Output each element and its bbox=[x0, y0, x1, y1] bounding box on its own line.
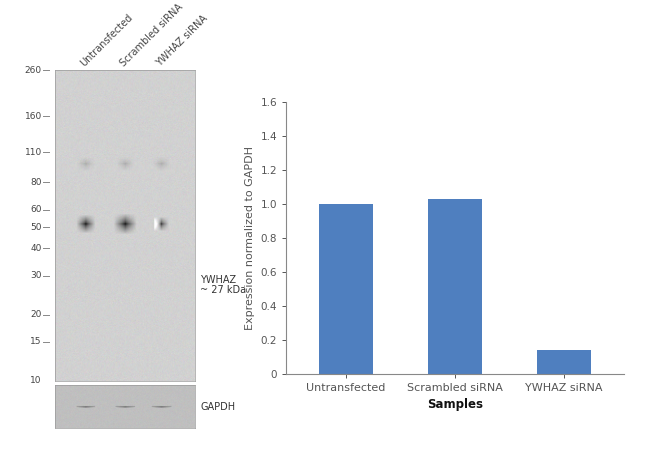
Text: 50: 50 bbox=[31, 223, 42, 232]
Text: ~ 27 kDa: ~ 27 kDa bbox=[200, 285, 246, 295]
Text: 80: 80 bbox=[31, 178, 42, 187]
Text: 10: 10 bbox=[31, 376, 42, 385]
Text: YWHAZ: YWHAZ bbox=[200, 275, 237, 285]
Text: 20: 20 bbox=[31, 310, 42, 319]
Text: Untransfected: Untransfected bbox=[79, 12, 135, 68]
Text: 40: 40 bbox=[31, 244, 42, 253]
Bar bbox=[537, 350, 592, 374]
Text: Scrambled siRNA: Scrambled siRNA bbox=[118, 1, 185, 68]
Text: 30: 30 bbox=[31, 271, 42, 280]
Text: 110: 110 bbox=[25, 148, 42, 157]
Y-axis label: Expression normalized to GAPDH: Expression normalized to GAPDH bbox=[245, 146, 255, 330]
Bar bbox=[318, 204, 373, 374]
Text: GAPDH: GAPDH bbox=[200, 401, 235, 412]
Text: 260: 260 bbox=[25, 66, 42, 75]
Text: 15: 15 bbox=[31, 337, 42, 347]
Text: YWHAZ siRNA: YWHAZ siRNA bbox=[155, 13, 209, 68]
Bar bbox=[428, 199, 482, 374]
Text: 60: 60 bbox=[31, 205, 42, 214]
Text: 160: 160 bbox=[25, 112, 42, 121]
X-axis label: Samples: Samples bbox=[427, 398, 483, 411]
